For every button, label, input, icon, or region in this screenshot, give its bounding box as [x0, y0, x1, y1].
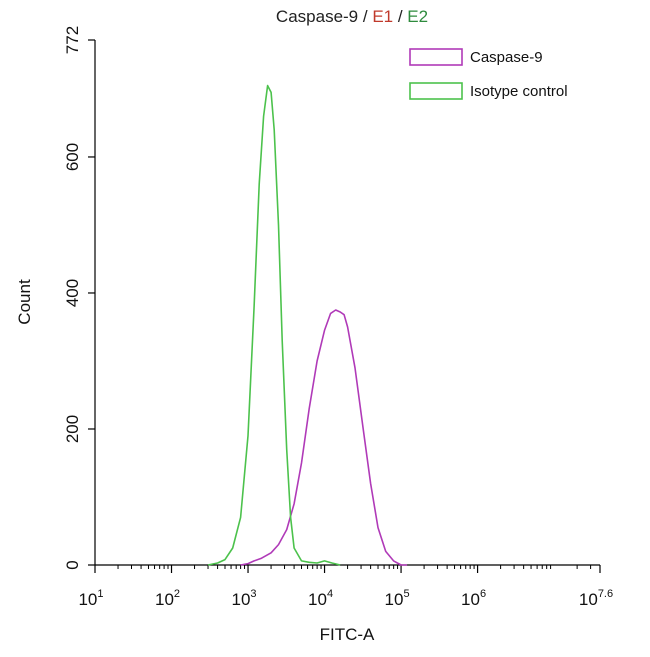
y-axis-label: Count	[15, 279, 34, 325]
title-part: /	[358, 7, 372, 26]
legend-swatch	[409, 82, 463, 100]
y-tick-label: 200	[63, 415, 82, 443]
legend-swatch	[409, 48, 463, 66]
plot-frame	[94, 40, 600, 566]
x-tick-label: 105	[385, 588, 410, 609]
y-tick-label: 600	[63, 143, 82, 171]
y-tick-label: 0	[63, 560, 82, 569]
x-tick-label: 107.6	[579, 588, 613, 609]
x-tick-label: 104	[308, 588, 333, 609]
chart-title: Caspase-9 / E1 / E2	[276, 7, 428, 26]
x-axis-label: FITC-A	[320, 625, 375, 644]
title-part: Caspase-9	[276, 7, 358, 26]
legend: Caspase-9 Isotype control	[409, 48, 568, 100]
title-part: /	[393, 7, 407, 26]
series-line-caspase-9	[240, 309, 408, 566]
x-tick-label: 102	[155, 588, 180, 609]
y-axis-ticks: 0 200 400 600 772	[63, 26, 95, 570]
title-part: E2	[407, 7, 428, 26]
series-layer	[207, 84, 408, 566]
x-tick-label: 106	[461, 588, 486, 609]
y-tick-label: 772	[63, 26, 82, 54]
x-tick-label: 103	[232, 588, 257, 609]
series-line-isotype-control	[207, 84, 341, 566]
legend-entry: Caspase-9	[470, 49, 543, 66]
x-tick-label: 101	[78, 588, 103, 609]
y-tick-label: 400	[63, 279, 82, 307]
title-part: E1	[372, 7, 393, 26]
x-axis-ticks: 101 102 103 104 105 106 107.6	[78, 565, 613, 609]
legend-entry: Isotype control	[470, 83, 568, 100]
